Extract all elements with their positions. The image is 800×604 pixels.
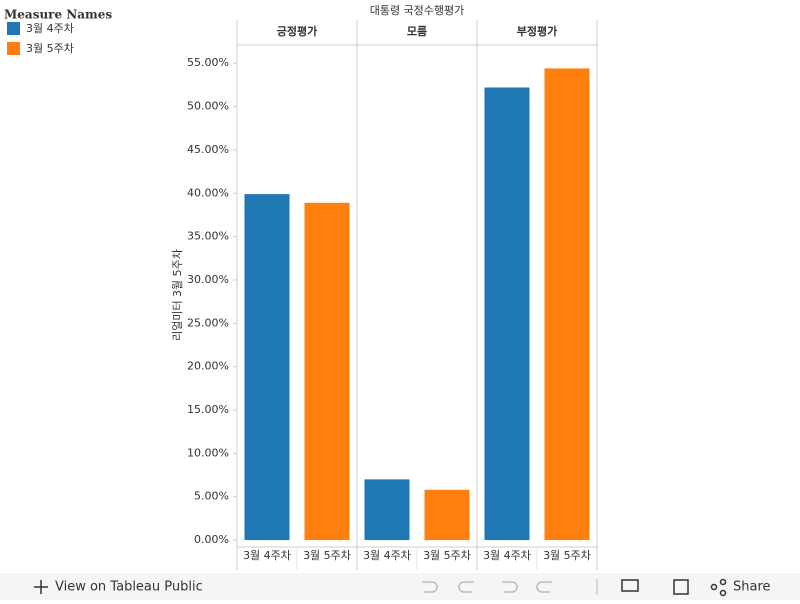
y-tick-label: 30.00% [187, 273, 229, 286]
facet-header: 긍정평가 [277, 24, 317, 38]
y-tick-label: 55.00% [187, 56, 229, 69]
x-tick-label: 3월 5주차 [303, 549, 351, 562]
share-button[interactable]: Share [733, 580, 771, 595]
chart-title: 대통령 국정수행평가 [370, 4, 465, 17]
view-link[interactable]: View on Tableau Public [55, 580, 203, 595]
x-tick-label: 3월 4주차 [363, 549, 411, 562]
y-tick-label: 20.00% [187, 360, 229, 373]
bar [244, 194, 290, 541]
x-tick-label: 3월 5주차 [423, 549, 471, 562]
legend-label: 3월 4주차 [26, 22, 74, 35]
bar [484, 87, 530, 541]
bar [544, 68, 590, 541]
x-tick-label: 3월 5주차 [543, 549, 591, 562]
bar [424, 489, 470, 541]
y-tick-label: 40.00% [187, 186, 229, 199]
x-tick-label: 3월 4주차 [483, 549, 531, 562]
y-axis-title: 리얼미터 3월 5주차 [170, 249, 184, 341]
tableau-icon [34, 580, 48, 594]
y-tick-label: 35.00% [187, 230, 229, 243]
y-tick-label: 0.00% [194, 533, 229, 546]
y-tick-label: 5.00% [194, 490, 229, 503]
legend-swatch [7, 22, 20, 35]
toolbar-icons [422, 578, 727, 597]
facet-header: 부정평가 [517, 24, 557, 38]
y-tick-label: 25.00% [187, 316, 229, 329]
legend-title: Measure Names [4, 8, 112, 22]
legend-label: 3월 5주차 [26, 42, 74, 55]
y-tick-label: 15.00% [187, 403, 229, 416]
toolbar [0, 573, 800, 600]
y-tick-label: 10.00% [187, 446, 229, 459]
y-tick-label: 45.00% [187, 143, 229, 156]
legend-swatch [7, 42, 20, 55]
bar [304, 202, 350, 541]
facet-header: 모름 [407, 25, 427, 38]
y-tick-label: 50.00% [187, 100, 229, 113]
bar [364, 479, 410, 541]
x-tick-label: 3월 4주차 [243, 549, 291, 562]
